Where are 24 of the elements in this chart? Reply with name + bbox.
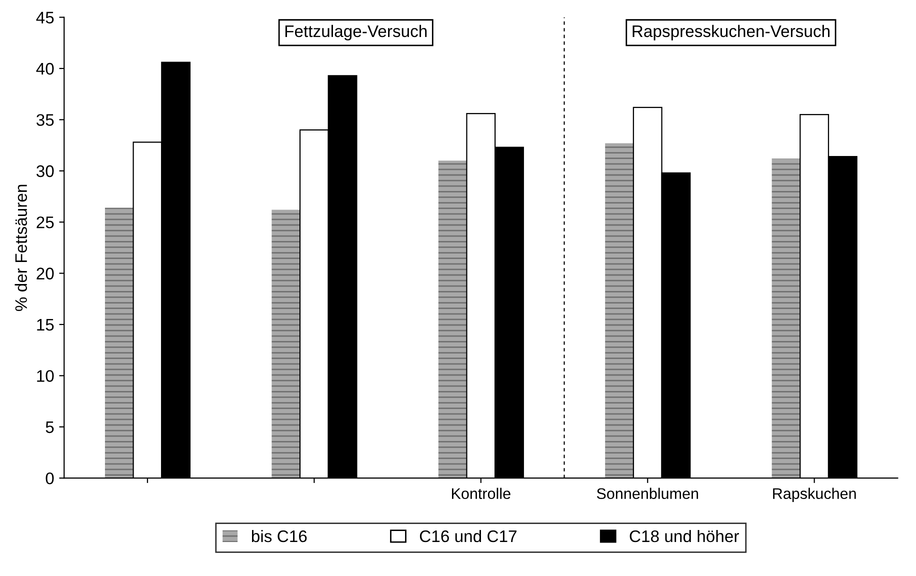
x-tick-label: Sonnenblumen	[596, 488, 698, 500]
legend-label: C16 und C17	[420, 530, 516, 542]
bar	[438, 160, 467, 478]
annotation: Fettzulage-Versuch	[285, 24, 427, 40]
y-tick-label: 35	[36, 114, 54, 126]
bar	[272, 210, 300, 478]
legend-label: C18 und höher	[630, 530, 739, 542]
y-tick-label: 15	[37, 319, 54, 331]
y-tick-label: 30	[36, 165, 54, 178]
y-tick-label: 20	[36, 268, 54, 280]
x-tick-label: Kontrolle	[452, 488, 510, 500]
y-tick-label: 25	[36, 216, 54, 228]
legend-label: bis C16	[252, 530, 307, 542]
bar	[772, 158, 800, 478]
bar	[605, 143, 634, 478]
y-tick-label: 5	[46, 421, 54, 434]
x-tick-label: Rapskuchen	[773, 488, 856, 502]
y-tick-label: 0	[46, 472, 54, 484]
annotation: Rapspresskuchen-Versuch	[632, 24, 830, 40]
bar	[104, 208, 134, 478]
y-tick-label: 45	[36, 12, 54, 24]
y-axis-title: % der Fettsäuren	[14, 184, 28, 311]
y-tick-label: 40	[36, 62, 54, 75]
y-tick-label: 10	[37, 370, 54, 382]
